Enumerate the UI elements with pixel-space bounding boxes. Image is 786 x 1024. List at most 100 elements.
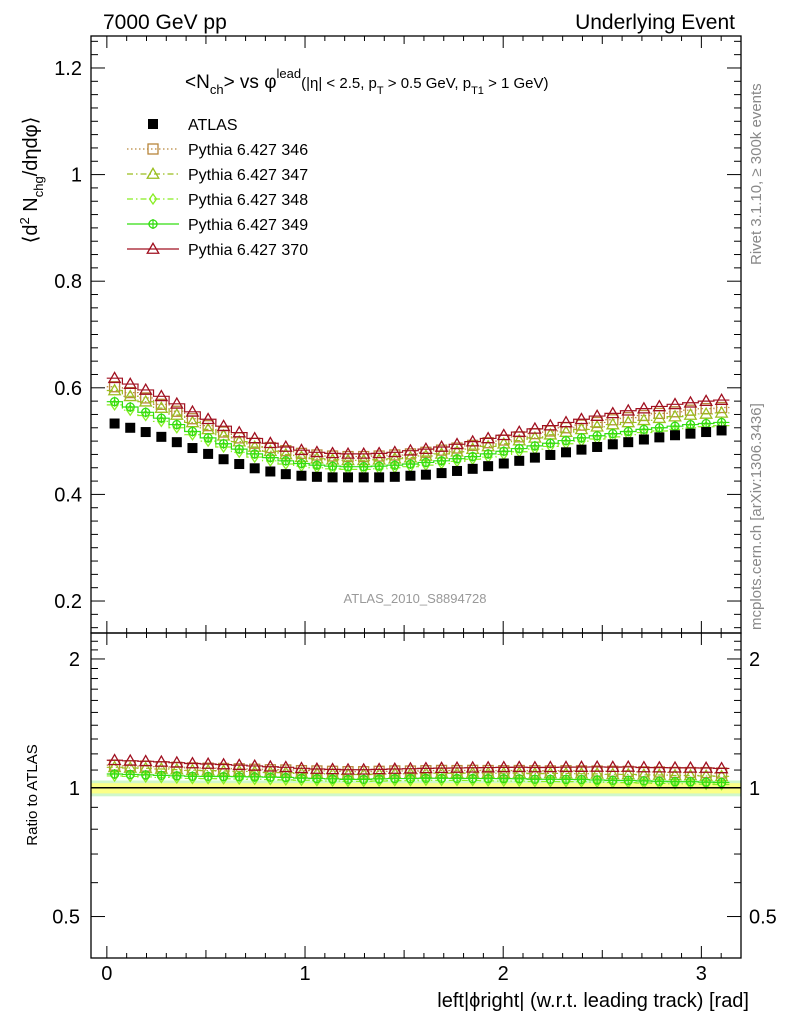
series-s347 [106, 383, 730, 466]
data-point-data [343, 472, 354, 483]
ratio-point-s348 [266, 773, 275, 786]
ratio-point-s370 [465, 760, 480, 773]
data-point-s349 [140, 407, 151, 418]
data-point-s370 [294, 443, 309, 456]
data-point-s349 [420, 457, 431, 468]
data-point-s349 [561, 435, 572, 446]
data-point-s370 [699, 394, 713, 407]
data-point-data [296, 470, 307, 481]
ratio-point-s348 [483, 774, 493, 788]
data-point-s370 [481, 431, 496, 444]
plot-title-cut-sub2: T1 [471, 85, 484, 97]
data-point-s348 [250, 450, 259, 464]
data-point-s370 [201, 412, 215, 425]
ratio-point-s370 [201, 756, 215, 769]
ratio-point-s349 [171, 770, 182, 781]
series-line-s370 [106, 377, 730, 455]
ratio-point-s370 [278, 760, 293, 773]
data-point-s370 [138, 382, 153, 395]
ratio-point-s370 [652, 760, 667, 773]
ratio-point-s349 [623, 775, 634, 786]
data-point-s349 [498, 446, 509, 457]
ratio-point-s349 [405, 773, 416, 784]
data-point-s370 [419, 442, 433, 455]
ratio-point-s370 [683, 760, 698, 773]
data-point-data [405, 470, 416, 481]
series-s370 [106, 371, 730, 459]
data-point-data [592, 441, 603, 452]
data-point-s349 [576, 432, 587, 443]
data-point-s370 [590, 409, 605, 421]
plot-title-cut-a: (|η| < 2.5, p [301, 75, 377, 92]
ratio-point-s349 [654, 776, 665, 787]
ratio-point-s349 [203, 771, 214, 782]
data-point-s370 [652, 399, 667, 412]
data-point-s346 [108, 381, 121, 393]
y-tick-label: 1.2 [54, 58, 82, 80]
ratio-point-s349 [234, 771, 245, 782]
data-point-data [265, 466, 276, 477]
data-point-s346 [715, 401, 728, 414]
ratio-point-s349 [187, 771, 198, 782]
plot-title-cut-sub1: T [377, 85, 384, 97]
data-point-data [483, 461, 494, 472]
ratio-point-s370 [434, 761, 449, 774]
y-axis-label-sub: chg [31, 176, 46, 197]
data-point-s349 [374, 461, 385, 472]
ratio-point-s349 [514, 773, 525, 784]
data-point-s349 [514, 443, 525, 454]
legend-label-s346: Pythia 6.427 346 [188, 142, 308, 159]
main-panel: 0.2 0.4 0.6 0.8 1 1.2 [54, 35, 742, 634]
ratio-point-s370 [185, 756, 200, 769]
data-point-data [623, 437, 634, 448]
y-axis-label-sup: 2 [17, 217, 32, 224]
data-point-data [670, 430, 681, 441]
ratio-point-s370 [154, 754, 169, 767]
data-point-s349 [483, 448, 494, 459]
ratio-point-s349 [249, 771, 260, 782]
x-tick-label: 3 [696, 963, 707, 985]
data-point-data [561, 447, 572, 458]
ratio-point-s370 [341, 762, 355, 775]
data-point-s370 [559, 415, 573, 428]
series-data [109, 418, 727, 483]
data-point-s370 [247, 431, 262, 444]
ratio-point-s348 [499, 774, 509, 788]
y-tick-label: 0.2 [54, 591, 82, 613]
data-point-data [389, 471, 400, 482]
ratio-point-s349 [311, 773, 322, 784]
data-point-data [140, 427, 151, 438]
ratio-point-s370 [481, 760, 496, 773]
ratio-point-s349 [280, 772, 291, 783]
data-point-s347 [605, 417, 620, 430]
header-right: Underlying Event [575, 11, 735, 34]
plot-title: <Nch> vs φlead(|η| < 2.5, pT > 0.5 GeV, … [185, 66, 549, 97]
ratio-point-s370 [605, 760, 620, 773]
data-point-s370 [154, 389, 169, 402]
ratio-point-s370 [637, 760, 651, 773]
data-point-data [218, 454, 229, 465]
x-tick-label: 1 [299, 963, 310, 985]
data-point-s370 [605, 406, 620, 419]
ratio-point-s370 [247, 758, 262, 771]
legend-marker-s349 [148, 219, 158, 229]
ratio-point-s349 [452, 773, 463, 784]
data-point-s370 [107, 371, 122, 384]
data-point-s370 [637, 401, 651, 414]
ratio-point-s370 [496, 760, 511, 773]
ratio-line-s346 [106, 764, 730, 774]
legend-label-s349: Pythia 6.427 349 [188, 217, 308, 234]
data-point-data [156, 431, 167, 442]
data-point-s349 [670, 421, 681, 432]
ratio-point-s370 [528, 760, 542, 773]
ratio-point-s349 [374, 773, 385, 784]
ratio-point-s349 [436, 773, 447, 784]
data-point-s370 [325, 446, 340, 459]
ratio-point-s370 [621, 759, 636, 772]
ratio-point-s349 [638, 775, 649, 786]
y-axis-label: ⟨d2 Nchg/dηdφ⟩ [17, 117, 46, 244]
data-point-s349 [249, 448, 260, 459]
data-point-s349 [467, 451, 478, 462]
series-s349 [106, 396, 730, 472]
data-point-data [171, 437, 182, 448]
